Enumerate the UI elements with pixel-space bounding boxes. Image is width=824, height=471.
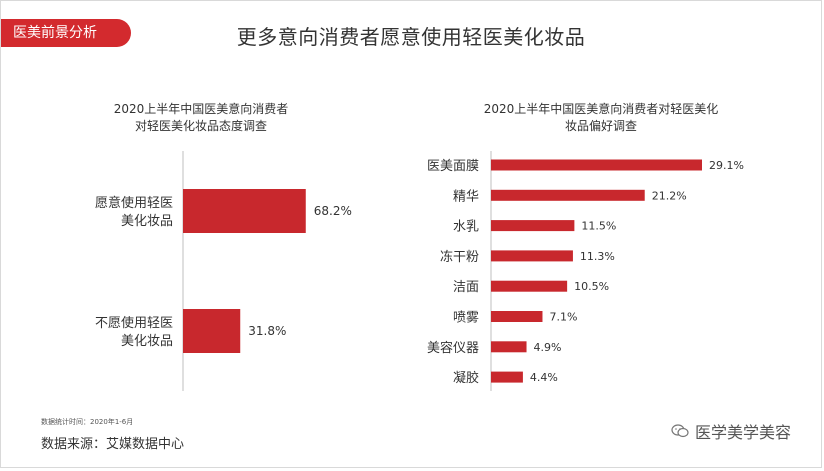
category-preference-1: 精华 — [453, 189, 479, 204]
bar-preference-label-4: 10.5% — [574, 280, 609, 293]
bar-preference-5 — [491, 311, 543, 322]
category-attitude-0-line1: 美化妆品 — [121, 214, 173, 229]
left-chart-title-line1: 2020上半年中国医美意向消费者 — [113, 102, 289, 116]
page-title: 更多意向消费者愿意使用轻医美化妆品 — [236, 25, 586, 49]
right-chart-title-line1: 2020上半年中国医美意向消费者对轻医美化 — [483, 102, 719, 116]
data-period-note: 数据统计时间：2020年1-6月 — [41, 418, 134, 426]
bar-preference-label-0: 29.1% — [709, 159, 744, 172]
section-tag: 医美前景分析 — [1, 19, 131, 47]
category-preference-7: 凝胶 — [453, 370, 479, 386]
bar-preference-7 — [491, 371, 523, 383]
category-preference-5: 喷雾 — [453, 311, 479, 326]
bar-preference-label-6: 4.9% — [534, 341, 562, 354]
bar-preference-label-2: 11.5% — [581, 220, 616, 233]
left-chart-title-line2: 对轻医美化妆品态度调查 — [134, 119, 267, 133]
bar-attitude-label-1: 31.8% — [248, 324, 286, 338]
bar-preference-label-3: 11.3% — [580, 250, 615, 263]
category-preference-3: 冻干粉 — [440, 249, 479, 265]
category-preference-2: 水乳 — [453, 220, 479, 235]
bar-preference-2 — [491, 220, 575, 232]
bar-preference-4 — [491, 280, 568, 292]
bar-preference-label-5: 7.1% — [549, 311, 577, 324]
watermark-text: 医学美学美容 — [694, 423, 791, 442]
bar-attitude-1 — [183, 309, 241, 353]
bar-preference-label-1: 21.2% — [652, 189, 687, 202]
category-attitude-1-line1: 美化妆品 — [121, 334, 173, 349]
category-preference-4: 洁面 — [453, 280, 479, 295]
category-preference-0: 医美面膜 — [427, 159, 479, 174]
right-chart-title: 2020上半年中国医美意向消费者对轻医美化 妆品偏好调查 — [441, 101, 761, 135]
bar-attitude-0 — [183, 189, 306, 233]
bar-preference-3 — [491, 250, 573, 262]
bar-preference-6 — [491, 341, 527, 353]
category-attitude-1-line0: 不愿使用轻医 — [95, 315, 173, 331]
category-preference-6: 美容仪器 — [427, 340, 479, 356]
bar-preference-0 — [491, 159, 702, 171]
bar-preference-1 — [491, 189, 645, 201]
bar-preference-label-7: 4.4% — [530, 371, 558, 384]
category-attitude-0-line0: 愿意使用轻医 — [95, 195, 173, 211]
right-chart-title-line2: 妆品偏好调查 — [564, 119, 637, 133]
wechat-icon — [671, 424, 689, 438]
bar-attitude-label-0: 68.2% — [314, 204, 352, 218]
data-source: 数据来源：艾媒数据中心 — [41, 437, 185, 452]
left-chart-title: 2020上半年中国医美意向消费者 对轻医美化妆品态度调查 — [61, 101, 341, 135]
watermark: 医学美学美容 — [671, 419, 791, 443]
